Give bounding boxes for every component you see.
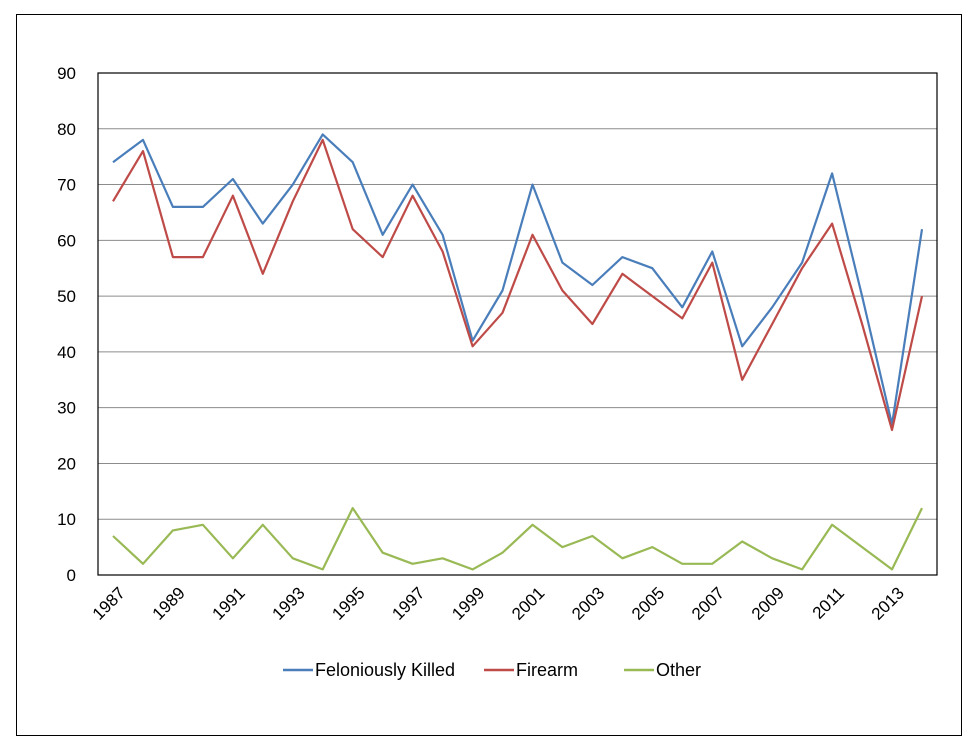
y-tick-label: 40	[57, 343, 76, 362]
legend-label: Other	[656, 660, 701, 680]
series-line-other	[112, 507, 923, 571]
x-tick-label: 1987	[89, 583, 129, 623]
y-tick-label: 50	[57, 287, 76, 306]
x-tick-label: 2007	[688, 583, 728, 623]
x-tick-label: 2001	[508, 583, 548, 623]
plot-area	[97, 72, 938, 576]
legend-label: Firearm	[516, 660, 578, 680]
y-tick-label: 90	[57, 64, 76, 83]
x-tick-label: 1999	[448, 583, 488, 623]
y-tick-label: 30	[57, 399, 76, 418]
legend-label: Feloniously Killed	[315, 660, 455, 680]
x-tick-label: 1997	[388, 583, 428, 623]
x-tick-label: 2005	[628, 583, 668, 623]
chart-frame	[16, 14, 962, 736]
x-tick-label: 2003	[568, 583, 608, 623]
x-tick-label: 2011	[809, 583, 848, 622]
y-tick-label: 80	[57, 120, 76, 139]
x-tick-label: 2009	[748, 583, 788, 623]
y-tick-label: 10	[57, 510, 76, 529]
y-tick-label: 20	[57, 454, 76, 473]
series-line-firearm	[112, 138, 924, 432]
x-tick-label: 1989	[149, 583, 189, 623]
y-tick-label: 60	[57, 231, 76, 250]
x-tick-label: 2013	[868, 583, 908, 623]
y-tick-label: 70	[57, 176, 76, 195]
x-tick-label: 1993	[268, 583, 308, 623]
y-tick-label: 0	[67, 566, 76, 585]
series-line-feloniously-killed	[112, 133, 924, 426]
x-tick-label: 1995	[328, 583, 368, 623]
x-tick-label: 1991	[209, 583, 249, 623]
